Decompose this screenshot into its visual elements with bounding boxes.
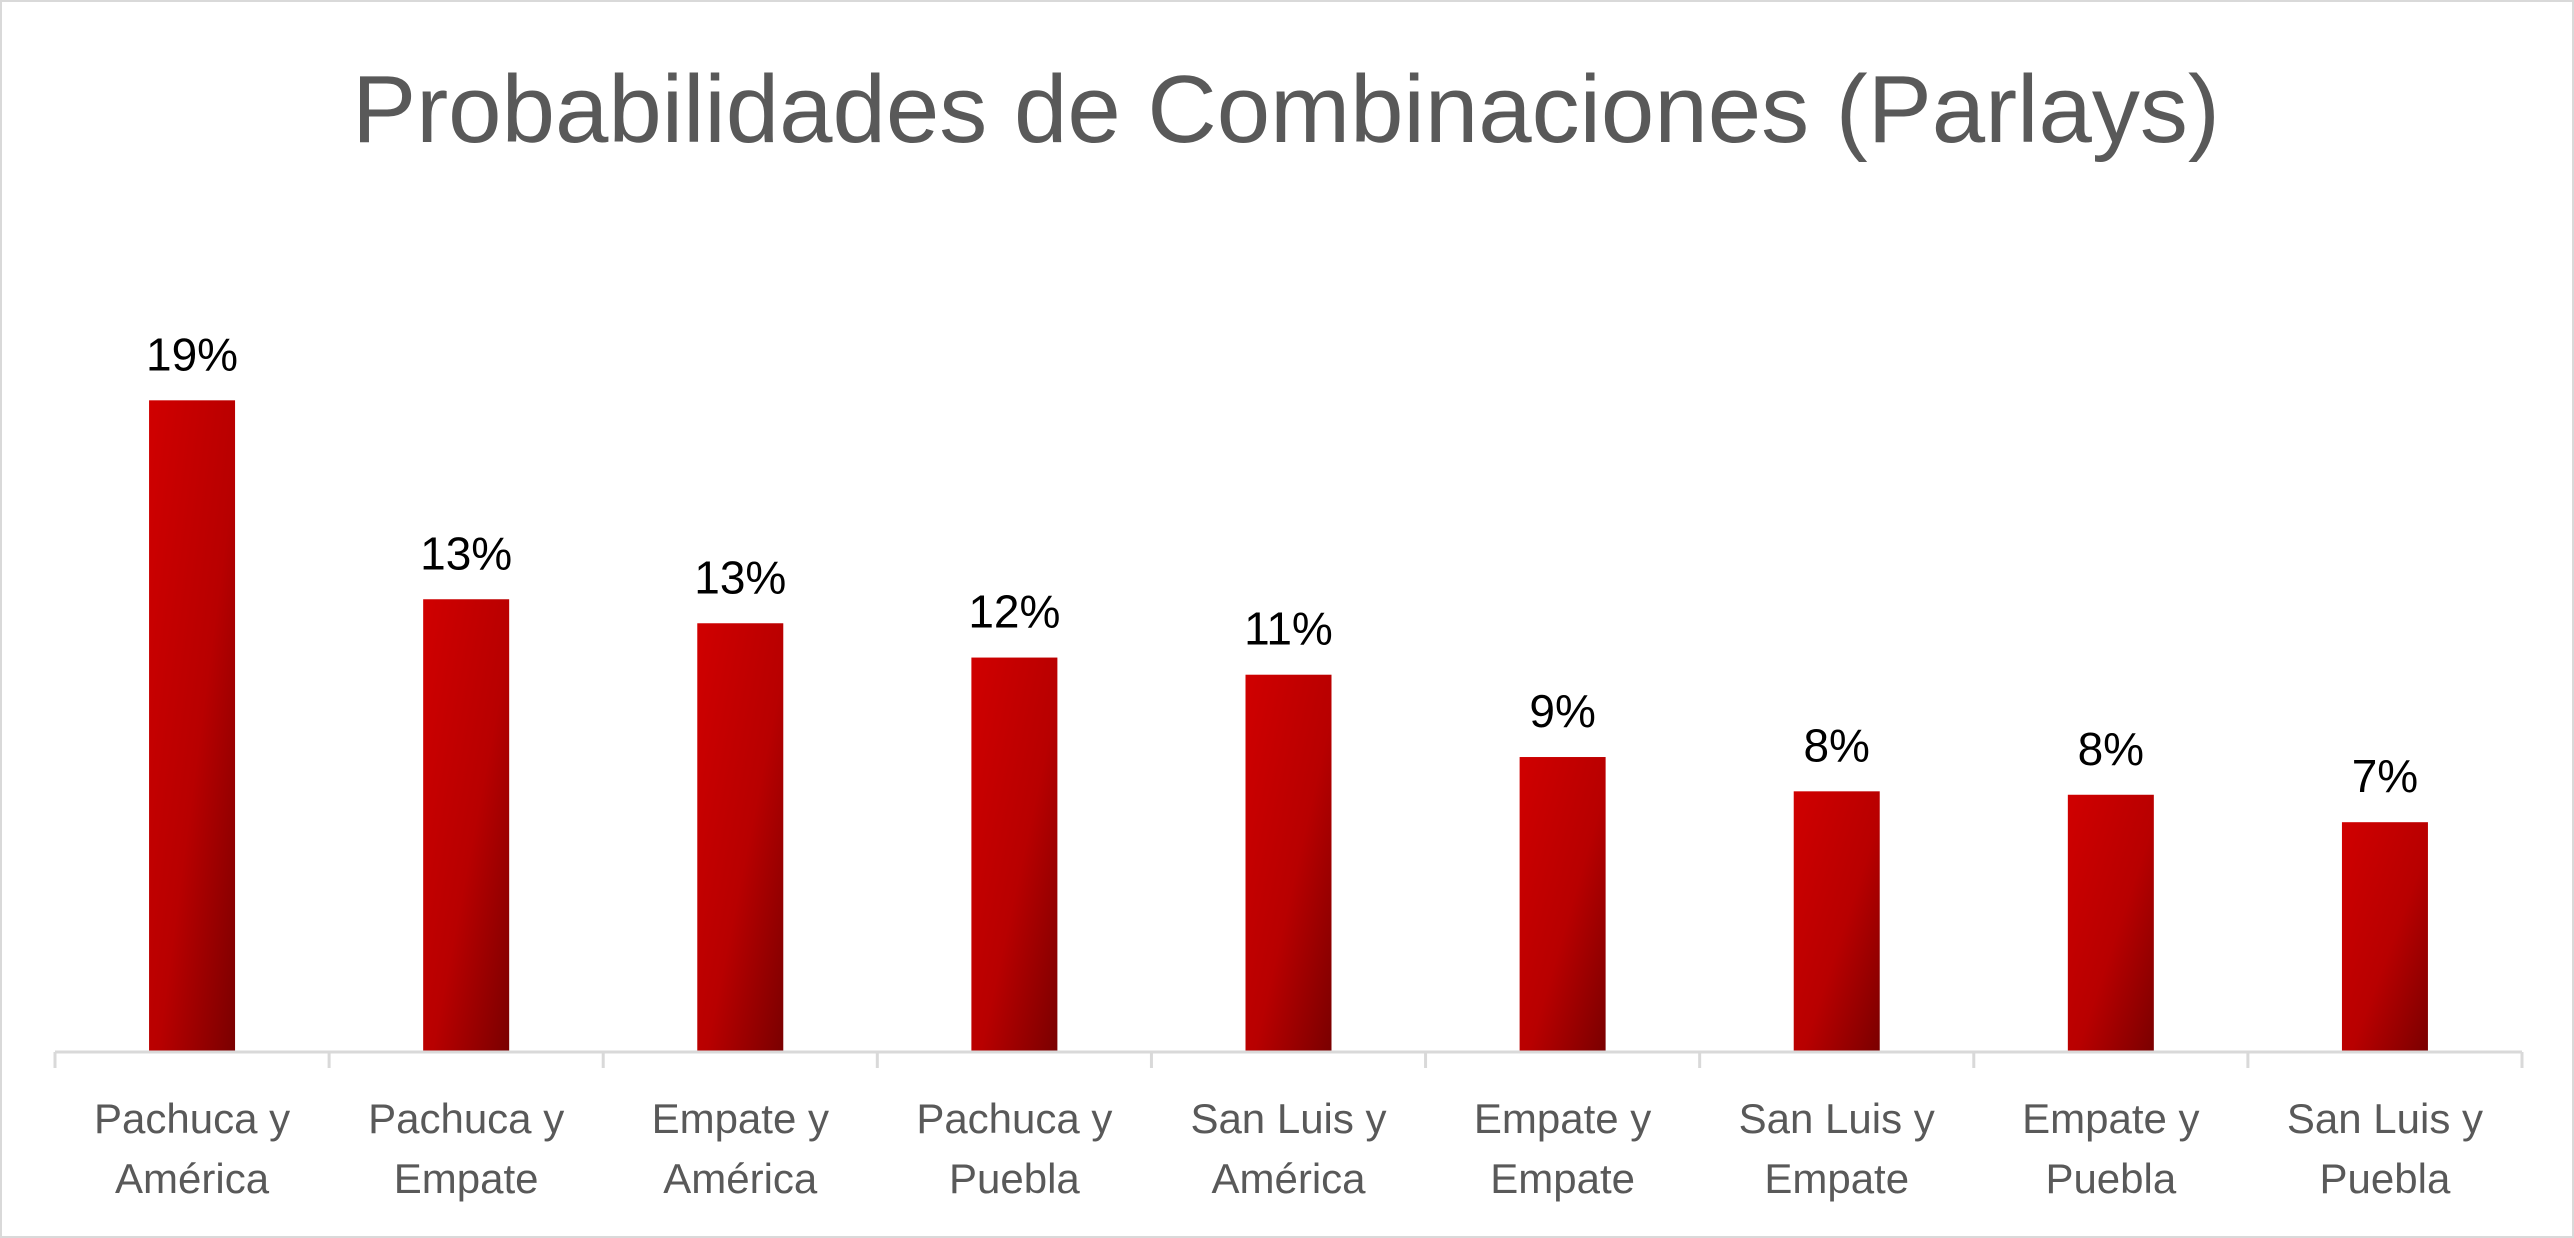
data-label: 12% (968, 586, 1060, 638)
x-tick-label: Puebla (949, 1155, 1080, 1202)
x-tick-label: Empate y (1474, 1095, 1651, 1142)
x-tick-label: San Luis y (2287, 1095, 2483, 1142)
data-label: 13% (420, 527, 512, 579)
x-tick-label: Empate y (2022, 1095, 2199, 1142)
x-tick-label: San Luis y (1739, 1095, 1935, 1142)
x-tick-label: San Luis y (1190, 1095, 1386, 1142)
bar (423, 599, 510, 1052)
x-tick-label: Pachuca y (916, 1095, 1112, 1142)
data-label: 7% (2352, 750, 2418, 802)
bar (2067, 794, 2154, 1052)
x-tick-label: Empate (394, 1155, 539, 1202)
data-label: 9% (1529, 685, 1595, 737)
bar (1519, 757, 1606, 1052)
data-label: 13% (694, 551, 786, 603)
bar (971, 657, 1058, 1052)
bar (1793, 791, 1880, 1052)
bar (697, 623, 784, 1052)
x-tick-label: América (1211, 1155, 1366, 1202)
x-tick-label: Puebla (2320, 1155, 2451, 1202)
x-tick-label: Empate y (652, 1095, 829, 1142)
labels-layer: 19% Pachuca y América 13% Pachuca y Empate 13%… (94, 328, 2483, 1202)
x-axis (53, 1050, 2524, 1068)
bar (2341, 822, 2428, 1052)
x-tick-label: América (663, 1155, 818, 1202)
chart-title: Probabilidades de Combinaciones (Parlays… (352, 56, 2220, 163)
x-tick-label: Pachuca y (94, 1095, 290, 1142)
data-label: 8% (1803, 719, 1869, 771)
bars-layer (149, 400, 2428, 1052)
data-label: 19% (146, 328, 238, 380)
x-tick-label: Empate (1764, 1155, 1909, 1202)
bar (1245, 674, 1332, 1052)
x-tick-label: América (115, 1155, 270, 1202)
x-tick-label: Puebla (2045, 1155, 2176, 1202)
x-tick-label: Empate (1490, 1155, 1635, 1202)
bar (149, 400, 236, 1052)
data-label: 11% (1244, 603, 1333, 655)
x-tick-label: Pachuca y (368, 1095, 564, 1142)
data-label: 8% (2078, 723, 2144, 775)
